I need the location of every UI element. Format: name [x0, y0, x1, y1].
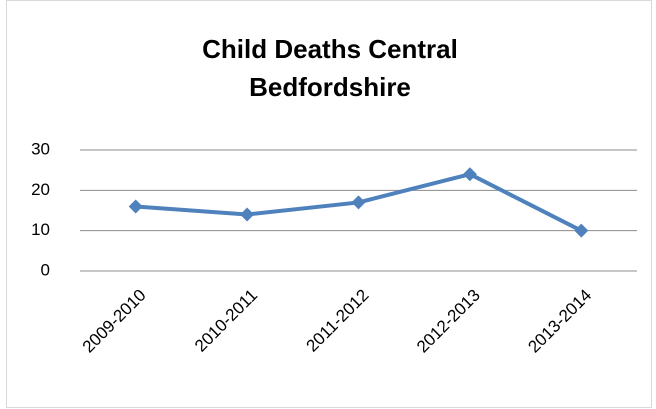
data-point [128, 199, 143, 214]
y-tick-label: 20 [31, 180, 50, 199]
data-point [240, 207, 255, 222]
data-point [462, 167, 477, 182]
data-point [351, 195, 366, 210]
y-tick-label: 10 [31, 220, 50, 239]
chart-title: Child Deaths Central Bedfordshire [202, 34, 458, 102]
y-tick-label: 0 [41, 260, 50, 279]
data-point [574, 223, 589, 238]
y-tick-label: 30 [31, 139, 50, 158]
